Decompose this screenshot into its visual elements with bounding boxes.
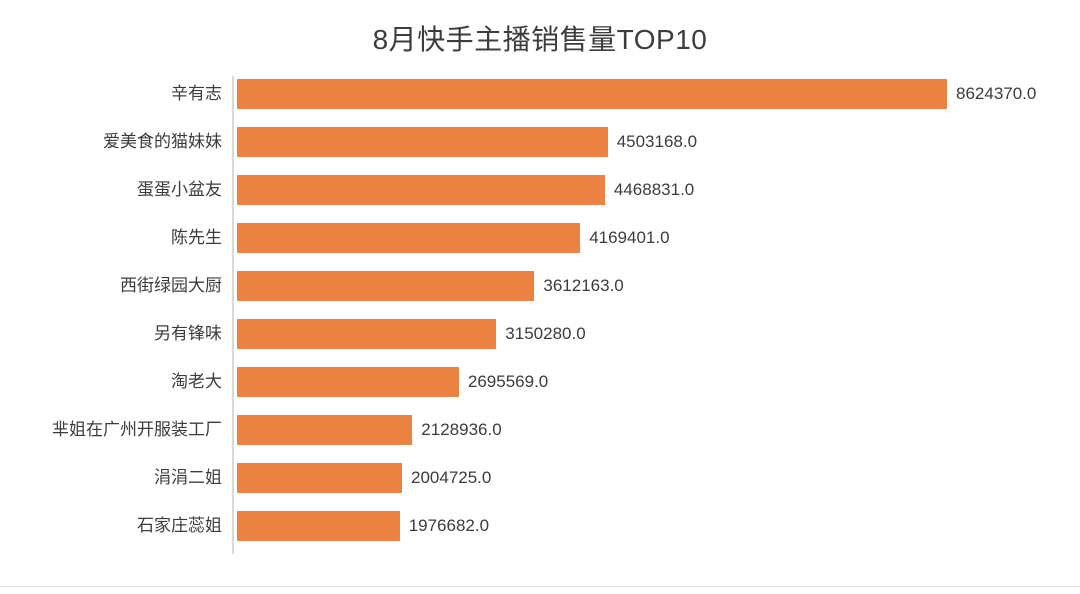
category-label: 陈先生 [171,228,222,247]
bar-with-label: 2128936.0 [237,415,502,445]
bar-value-label: 8624370.0 [956,84,1037,103]
chart-title: 8月快手主播销售量TOP10 [372,24,708,55]
bar-row: 陈先生 4169401.0 [0,214,1080,262]
bar-with-label: 4468831.0 [237,175,694,205]
bar-row: 蛋蛋小盆友 4468831.0 [0,166,1080,214]
bar-value-label: 2004725.0 [411,468,492,487]
bar-value-label: 3612163.0 [543,276,624,295]
bar-row: 辛有志 8624370.0 [0,70,1080,118]
bar[interactable] [237,319,497,349]
plot-area: 辛有志 8624370.0 爱美食的猫妹妹 4503168.0 蛋蛋小盆友 4468831… [0,70,1080,554]
category-label: 石家庄蕊姐 [137,516,222,535]
bar[interactable] [237,415,413,445]
category-label: 蛋蛋小盆友 [137,180,222,199]
footer-divider [0,586,1080,587]
category-label: 另有锋味 [154,324,222,343]
bar-value-label: 1976682.0 [408,516,490,535]
bar-with-label: 1976682.0 [237,511,489,541]
bar-value-label: 4169401.0 [589,228,670,247]
bar[interactable] [237,175,605,205]
bar-with-label: 4503168.0 [237,127,697,157]
bar-row: 另有锋味 3150280.0 [0,310,1080,358]
bar-row: 西街绿园大厨 3612163.0 [0,262,1080,310]
category-label: 涓涓二姐 [154,468,222,487]
bar-value-label: 2695569.0 [467,372,549,391]
category-label: 淘老大 [171,372,222,391]
bar-row: 石家庄蕊姐 1976682.0 [0,502,1080,550]
bar-with-label: 2004725.0 [237,463,491,493]
bar[interactable] [237,271,535,301]
category-axis-line [232,76,234,554]
bar[interactable] [237,223,581,253]
bar-value-label: 2128936.0 [421,420,502,439]
bar-with-label: 4169401.0 [237,223,670,253]
bar-with-label: 8624370.0 [237,79,1036,109]
bar-value-label: 4503168.0 [616,132,698,151]
bar-series: 辛有志 8624370.0 爱美食的猫妹妹 4503168.0 蛋蛋小盆友 4468831… [0,70,1080,550]
bar[interactable] [237,367,459,397]
bar[interactable] [237,463,402,493]
bar-row: 爱美食的猫妹妹 4503168.0 [0,118,1080,166]
bar-value-label: 3150280.0 [505,324,586,343]
category-label: 爱美食的猫妹妹 [103,132,222,151]
bar[interactable] [237,127,608,157]
bar-with-label: 3150280.0 [237,319,586,349]
bar-row: 淘老大 2695569.0 [0,358,1080,406]
bar-row: 涓涓二姐 2004725.0 [0,454,1080,502]
bar[interactable] [237,79,947,109]
category-label: 西街绿园大厨 [120,276,222,295]
bar-with-label: 3612163.0 [237,271,624,301]
category-label: 辛有志 [171,84,222,103]
bar[interactable] [237,511,400,541]
bar-value-label: 4468831.0 [613,180,695,199]
category-label: 芈姐在广州开服装工厂 [52,420,222,439]
bar-row: 芈姐在广州开服装工厂 2128936.0 [0,406,1080,454]
bar-with-label: 2695569.0 [237,367,548,397]
